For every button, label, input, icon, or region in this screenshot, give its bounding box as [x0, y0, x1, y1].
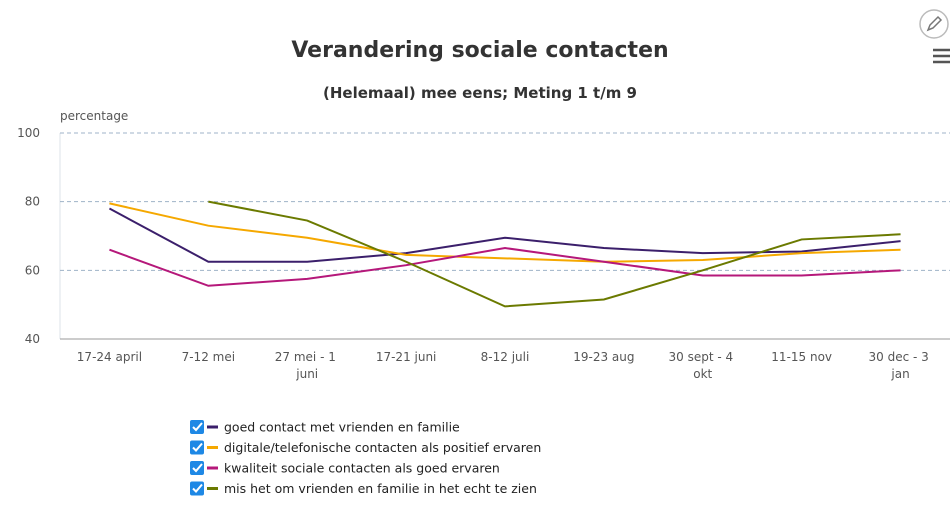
x-tick-label: 27 mei - 1 juni — [275, 350, 340, 381]
x-tick-label: 7-12 mei — [182, 350, 235, 364]
x-tick-label: 30 dec - 3 jan — [869, 350, 933, 381]
y-tick-label: 100 — [17, 126, 40, 140]
checkmark — [192, 442, 203, 452]
y-tick-label: 60 — [25, 263, 40, 277]
chart-subtitle: (Helemaal) mee eens; Meting 1 t/m 9 — [323, 84, 637, 102]
menu-button[interactable] — [933, 48, 950, 64]
series-line — [109, 247, 901, 287]
legend-label: goed contact met vrienden en familie — [224, 420, 460, 435]
legend-label: kwaliteit sociale contacten als goed erv… — [224, 461, 500, 476]
checkmark — [192, 463, 203, 473]
legend-item[interactable]: mis het om vrienden en familie in het ec… — [190, 481, 537, 496]
legend-checkbox — [190, 461, 204, 475]
chart-title: Verandering sociale contacten — [291, 38, 668, 63]
legend-label: digitale/telefonische contacten als posi… — [224, 440, 541, 455]
x-tick-label: 30 sept - 4 okt — [669, 350, 737, 381]
legend-checkbox — [190, 440, 204, 455]
legend-item[interactable]: digitale/telefonische contacten als posi… — [190, 440, 541, 455]
legend-label: mis het om vrienden en familie in het ec… — [224, 481, 537, 496]
legend-checkbox — [190, 481, 204, 496]
x-tick-line: jan — [890, 367, 909, 381]
y-tick-label: 80 — [25, 195, 40, 209]
x-tick-line: 27 mei - 1 — [275, 350, 340, 364]
checkmark — [192, 483, 203, 493]
series-line — [208, 200, 901, 308]
legend-checkbox — [190, 420, 204, 434]
x-tick-label: 8-12 juli — [481, 350, 530, 364]
x-tick-label: 19-23 aug — [573, 350, 634, 364]
x-tick-line: okt — [693, 367, 712, 381]
x-tick-label: 17-21 juni — [376, 350, 437, 364]
legend-item[interactable]: goed contact met vrienden en familie — [190, 420, 460, 435]
series-line — [109, 202, 901, 263]
x-tick-line: juni — [295, 367, 318, 381]
x-tick-line: 30 sept - 4 — [669, 350, 737, 364]
x-tick-label: 17-24 april — [77, 350, 142, 364]
y-axis-label: percentage — [60, 109, 128, 123]
x-tick-line: 30 dec - 3 — [869, 350, 933, 364]
export-button[interactable] — [919, 9, 949, 39]
checkmark — [192, 422, 203, 432]
series-line — [108, 207, 901, 263]
y-tick-label: 40 — [25, 332, 40, 346]
legend-item[interactable]: kwaliteit sociale contacten als goed erv… — [190, 461, 500, 476]
x-tick-label: 11-15 nov — [771, 350, 832, 364]
